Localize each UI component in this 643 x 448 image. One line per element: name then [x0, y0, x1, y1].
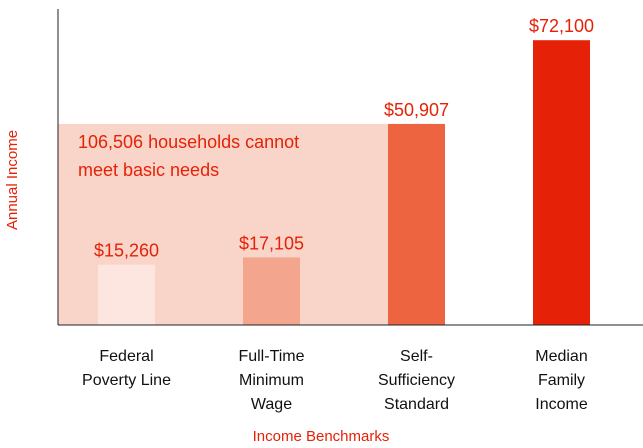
- y-axis-label: Annual Income: [4, 130, 21, 230]
- x-tick-label: Median Family Income: [535, 348, 588, 413]
- annotation: 106,506 households cannot meet basic need…: [78, 132, 299, 180]
- bar: [98, 264, 155, 325]
- bar: [243, 257, 300, 325]
- value-label: $15,260: [94, 241, 159, 261]
- bar: [533, 40, 590, 326]
- value-label: $50,907: [384, 100, 449, 120]
- x-tick-label: Self-Sufficiency Standard: [378, 348, 455, 413]
- x-tick-label: Federal Poverty Line: [82, 348, 171, 389]
- x-axis-label: Income Benchmarks: [253, 428, 390, 445]
- value-label: $17,105: [239, 233, 304, 253]
- bar: [388, 123, 445, 325]
- value-label: $72,100: [529, 16, 594, 36]
- x-tick-label: Full-Time Minimum Wage: [238, 348, 304, 413]
